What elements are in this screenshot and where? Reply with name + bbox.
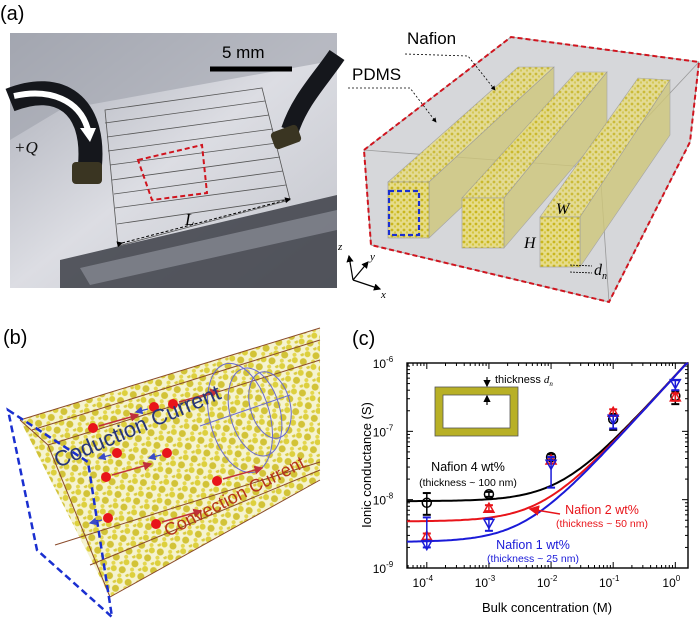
pdms-label: PDMS [352,65,401,84]
inset-thickness-diagram: thickness dn [434,374,553,437]
conductance-chart: 10-4 10-3 10-2 10-1 100 10-9 10-8 10-7 10-6 thi… [359,355,689,615]
data-point [483,489,495,500]
annotation-2wt-detail: (thickness ~ 50 nm) [556,518,648,530]
axis-x-label: x [380,289,386,301]
height-label: H [523,235,537,252]
ion-particle [212,476,222,486]
inlet-connector [72,162,102,184]
x-tick-label: 10-4 [413,574,434,590]
marker-triangle-down [420,539,434,552]
marker-triangle-down [669,378,682,391]
conduction-arrow [147,452,162,461]
data-point [669,378,682,392]
x-tick-label: 100 [662,574,680,590]
marker-circle [483,489,495,500]
conduction-arrow [134,406,149,415]
panel-b-label: (b) [3,327,27,349]
fit-curve-nafion-1-wt- [407,362,689,543]
width-label: W [556,201,571,218]
conduction-arrow [88,517,103,526]
scale-bar-label: 5 mm [222,43,265,62]
highlight-region-red [136,143,209,202]
outlet-connector [270,124,302,150]
inset-label: thickness dn [495,374,553,388]
marker-circle [421,497,433,509]
pdms-pointer [348,87,437,123]
marker-triangle-down [544,459,558,471]
y-tick-label: 10-9 [373,560,394,576]
marker-triangle-down [606,414,620,426]
x-tick-label: 10-2 [537,574,558,590]
data-point [420,516,434,552]
data-point [544,456,558,489]
axis-z-label: z [337,241,343,253]
x-tick-label: 10-3 [475,574,496,590]
convection-arrow [98,412,140,427]
axis-y-label: y [369,251,375,263]
convection-arrow [222,465,264,480]
annotation-1wt: Nafion 1 wt% [496,538,570,552]
device-photo: 5 mm +Q L [5,33,345,288]
plot-frame [406,362,689,569]
length-label: L [184,210,194,229]
flow-arrow-head [80,128,96,142]
flow-rate-label: +Q [14,138,38,157]
annotation-2wt: Nafion 2 wt% [565,503,639,517]
data-point [606,414,620,430]
x-tick-label: 10-1 [599,574,620,590]
y-tick-label: 10-7 [373,423,394,439]
ion-particle [103,513,113,523]
data-point [669,390,682,402]
data-point [482,501,496,513]
outlet-tube [281,49,345,134]
panel-c-label: (c) [352,328,375,350]
convection-arrow [111,461,153,476]
cross-section-highlight [6,407,114,621]
ion-particle [88,423,98,433]
ion-particle [162,448,172,458]
ion-particle [151,519,161,529]
data-point [482,517,496,532]
annotation-4wt-detail: (thickness ~ 100 nm) [419,477,517,489]
highlight-region-blue [387,189,421,237]
axes-triad-icon [346,254,382,291]
y-tick-label: 10-8 [373,492,394,508]
thickness-label: dn [594,262,607,282]
marker-triangle-up [482,501,496,513]
annotation-1wt-detail: (thickness ~ 25 nm) [487,553,579,565]
pdms-outline [362,35,700,304]
ion-particle [149,402,159,412]
annotation-4wt: Nafion 4 wt% [431,460,505,474]
nafion-pointer [404,53,496,91]
ion-particle [168,399,178,409]
y-axis-label: Ionic conductance (S) [359,402,374,528]
nanochannel-3d-view: Coduction Current Convection Current [6,327,321,621]
marker-triangle-down [482,518,496,530]
convection-arrow [161,508,203,523]
data-point [421,492,433,516]
current-streamlines [199,362,292,474]
conduction-arrow [97,452,112,461]
channel-3d-schematic: Nafion PDMS W H dn z y x [337,29,700,304]
nafion-label: Nafion [407,29,456,48]
panel-a-label: (a) [0,3,24,25]
flow-arrow [13,90,91,131]
length-dimension-arrow [116,197,291,248]
x-axis-label: Bulk concentration (M) [482,600,612,615]
nafion-channel-3 [539,77,671,268]
ion-particle [112,448,122,458]
annotation-2wt-arrow [528,505,561,516]
y-tick-label: 10-6 [373,355,394,371]
ion-particles [88,388,264,529]
convection-arrow [178,388,220,403]
ion-particle [101,472,111,482]
marker-triangle-up [669,390,682,402]
